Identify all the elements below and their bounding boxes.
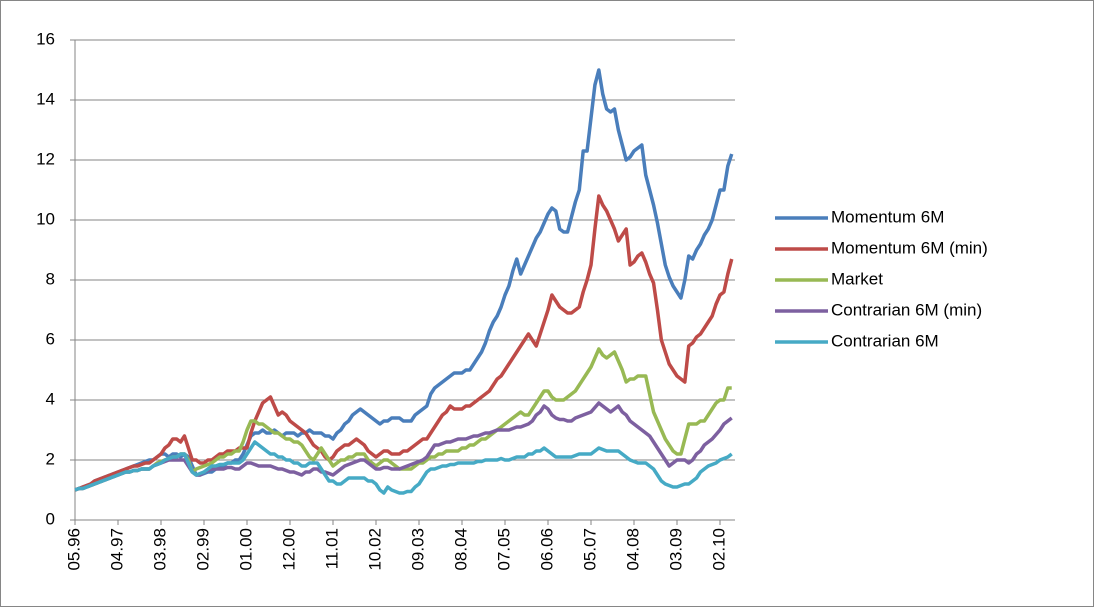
y-tick-label: 12	[36, 149, 55, 168]
x-tick-label: 11.01	[322, 528, 341, 569]
x-tick-label: 04.08	[623, 528, 642, 571]
x-tick-label: 09.03	[408, 528, 427, 571]
y-tick-label: 6	[46, 329, 55, 348]
x-tick-label: 05.96	[64, 528, 83, 571]
x-tick-label: 06.06	[537, 528, 556, 571]
y-tick-label: 2	[46, 449, 55, 468]
y-tick-label: 14	[36, 89, 55, 108]
x-tick-label: 12.00	[279, 528, 298, 571]
series-line	[74, 401, 733, 492]
y-tick-label: 10	[36, 209, 55, 228]
y-tick-label: 16	[36, 29, 55, 48]
x-tick-label: 02.99	[193, 528, 212, 571]
x-tick-label: 03.09	[666, 528, 685, 571]
legend-label: Momentum 6M (min)	[831, 238, 988, 257]
x-tick-label: 04.97	[107, 528, 126, 571]
legend-label: Momentum 6M	[831, 207, 944, 226]
y-tick-label: 0	[46, 509, 55, 528]
y-tick-label: 8	[46, 269, 55, 288]
x-tick-label: 08.04	[451, 528, 470, 571]
x-tick-label: 03.98	[150, 528, 169, 571]
x-tick-label: 07.05	[494, 528, 513, 571]
y-tick-label: 4	[46, 389, 55, 408]
x-tick-label: 02.10	[709, 528, 728, 571]
x-tick-label: 10.02	[365, 528, 384, 571]
legend-label: Market	[831, 269, 883, 288]
series-line	[74, 440, 733, 495]
legend-label: Contrarian 6M (min)	[831, 300, 982, 319]
series-line	[74, 194, 734, 492]
legend-label: Contrarian 6M	[831, 331, 939, 350]
x-tick-label: 05.07	[580, 528, 599, 571]
x-tick-label: 01.00	[236, 528, 255, 571]
